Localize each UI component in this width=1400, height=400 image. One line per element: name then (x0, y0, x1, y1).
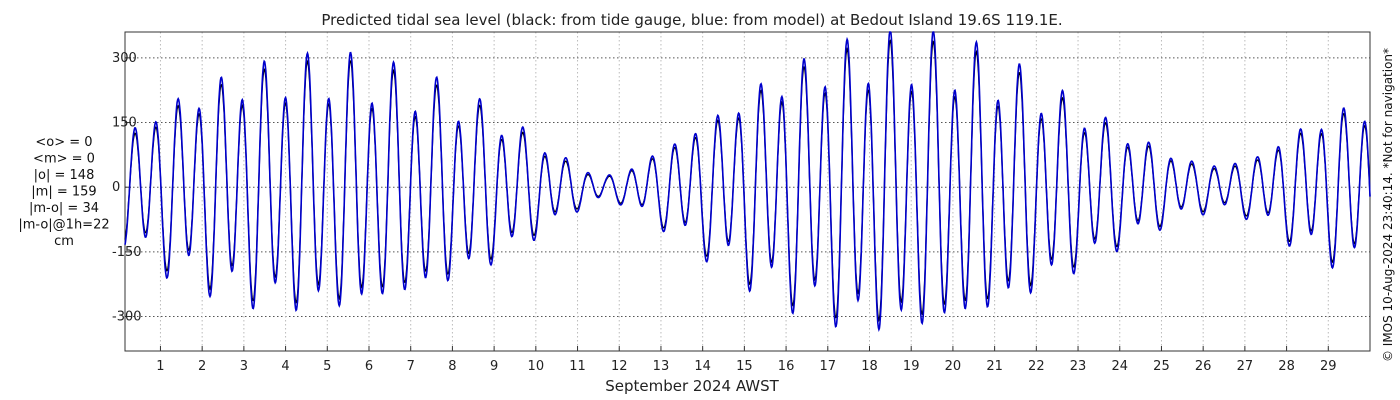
stat-line: |m| = 159 (31, 185, 96, 200)
x-tick-label: 3 (240, 359, 248, 374)
x-tick-label: 12 (611, 359, 628, 374)
x-tick-label: 5 (323, 359, 331, 374)
x-tick-label: 16 (778, 359, 795, 374)
x-tick-label: 28 (1278, 359, 1295, 374)
x-tick-label: 20 (945, 359, 962, 374)
stat-line: cm (54, 234, 74, 249)
x-tick-label: 23 (1070, 359, 1087, 374)
plot-area-border (124, 31, 1371, 352)
x-tick-label: 24 (1111, 359, 1128, 374)
x-tick-label: 14 (694, 359, 711, 374)
stat-line: |o| = 148 (34, 168, 95, 183)
y-tick-label: 0 (112, 180, 120, 195)
x-tick-label: 17 (820, 359, 837, 374)
y-tick-label: 300 (112, 51, 137, 66)
y-axis: -300 -150 0 150 300 (112, 51, 142, 325)
stats-block: <o> = 0 <m> = 0|o| = 148 |m| = 159|m-o| = … (18, 135, 109, 249)
x-tick-label: 8 (448, 359, 456, 374)
x-tick-label: 9 (490, 359, 498, 374)
x-tick-label: 7 (407, 359, 415, 374)
x-tick-label: 13 (653, 359, 670, 374)
x-axis-label: September 2024 AWST (605, 377, 779, 395)
x-tick-label: 10 (528, 359, 545, 374)
copyright-note: © IMOS 10-Aug-2024 23:40:14. *Not for na… (1381, 48, 1395, 362)
y-tick-label: 150 (112, 116, 137, 131)
stat-line: <m> = 0 (33, 152, 95, 167)
x-tick-label: 18 (861, 359, 878, 374)
x-tick-label: 19 (903, 359, 920, 374)
series-line (124, 31, 1371, 332)
grid (125, 32, 1370, 351)
x-tick-label: 6 (365, 359, 373, 374)
stat-line: |m-o|@1h=22 (18, 218, 109, 233)
x-axis: 1 2 3 4 5 6 7 8 9 10 11 12 13 14 15 16 17 18 19 20 21 22 23 24 2… (156, 346, 1337, 374)
stat-line: <o> = 0 (35, 135, 92, 150)
x-tick-label: 21 (986, 359, 1003, 374)
x-tick-label: 15 (736, 359, 753, 374)
chart-title: Predicted tidal sea level (black: from t… (321, 11, 1062, 29)
x-tick-label: 25 (1153, 359, 1170, 374)
x-tick-label: 26 (1195, 359, 1212, 374)
x-tick-label: 4 (281, 359, 289, 374)
x-tick-label: 1 (156, 359, 164, 374)
y-tick-label: -150 (112, 245, 142, 260)
x-tick-label: 27 (1237, 359, 1254, 374)
x-tick-label: 22 (1028, 359, 1045, 374)
stat-line: |m-o| = 34 (29, 201, 99, 216)
series-group (124, 31, 1371, 332)
y-tick-label: -300 (112, 310, 142, 325)
x-tick-label: 29 (1320, 359, 1337, 374)
x-tick-label: 11 (569, 359, 586, 374)
x-tick-label: 2 (198, 359, 206, 374)
